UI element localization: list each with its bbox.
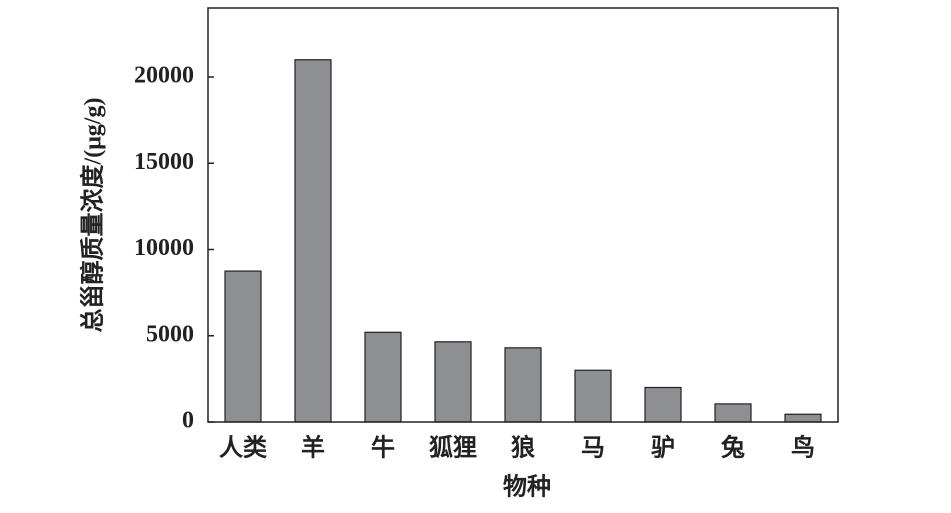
bar (224, 270, 262, 423)
bar (574, 369, 612, 423)
x-axis-label: 物种 (503, 474, 551, 501)
y-tick-label: 20000 (134, 63, 194, 89)
y-axis-label: 总甾醇质量浓度/(μg/g) (79, 98, 107, 333)
x-tick-label: 狐狸 (429, 434, 477, 462)
y-tick-label: 10000 (134, 235, 194, 261)
y-tick-label: 0 (182, 408, 194, 434)
x-tick-label: 驴 (651, 435, 675, 462)
plot-frame (207, 7, 839, 423)
bar (434, 341, 472, 423)
x-tick-label: 牛 (371, 435, 395, 462)
x-tick-label: 羊 (301, 434, 325, 462)
bar (504, 347, 542, 423)
bar (714, 403, 752, 423)
bar (364, 331, 402, 423)
bar (784, 413, 822, 423)
x-tick-label: 狼 (511, 434, 535, 462)
x-tick-label: 鸟 (791, 434, 815, 462)
x-tick-label: 人类 (219, 435, 268, 462)
bar (294, 59, 332, 423)
y-tick-label: 15000 (134, 149, 194, 175)
y-tick-label: 5000 (146, 321, 194, 347)
bar (644, 386, 682, 423)
x-tick-label: 马 (581, 436, 605, 462)
x-tick-label: 兔 (721, 434, 745, 462)
